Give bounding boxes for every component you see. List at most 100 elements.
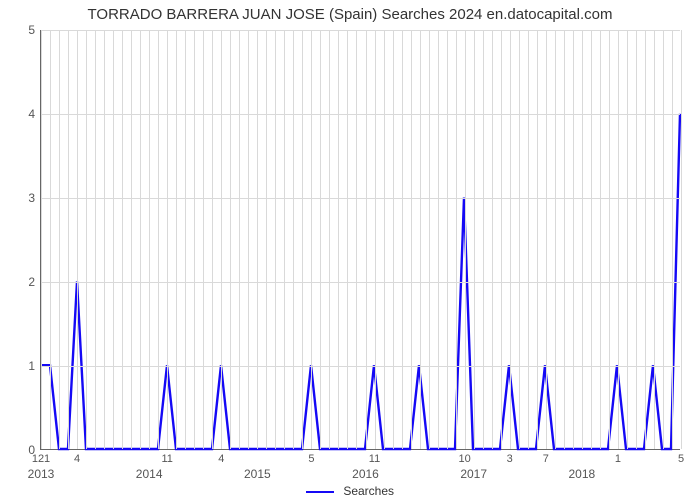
gridline-v — [429, 30, 430, 449]
gridline-v — [140, 30, 141, 449]
gridline-v — [158, 30, 159, 449]
gridline-v — [420, 30, 421, 449]
x-year-label: 2017 — [460, 467, 487, 481]
gridline-v — [122, 30, 123, 449]
gridline-v — [284, 30, 285, 449]
legend-label: Searches — [343, 484, 394, 498]
x-year-label: 2016 — [352, 467, 379, 481]
gridline-v — [375, 30, 376, 449]
gridline-v — [212, 30, 213, 449]
gridline-v — [366, 30, 367, 449]
gridline-v — [185, 30, 186, 449]
gridline-v — [645, 30, 646, 449]
gridline-v — [402, 30, 403, 449]
gridline-v — [618, 30, 619, 449]
x-value-label: 11 — [369, 453, 380, 465]
x-value-label: 3 — [507, 453, 513, 465]
gridline-v — [411, 30, 412, 449]
gridline-v — [654, 30, 655, 449]
gridline-v — [203, 30, 204, 449]
y-tick-label: 1 — [28, 359, 35, 373]
x-value-label: 4 — [218, 453, 224, 465]
gridline-v — [573, 30, 574, 449]
gridline-v — [672, 30, 673, 449]
gridline-v — [636, 30, 637, 449]
gridline-v — [465, 30, 466, 449]
gridline-v — [609, 30, 610, 449]
gridline-v — [663, 30, 664, 449]
gridline-v — [384, 30, 385, 449]
gridline-v — [248, 30, 249, 449]
gridline-v — [266, 30, 267, 449]
gridline-v — [393, 30, 394, 449]
gridline-v — [239, 30, 240, 449]
gridline-v — [59, 30, 60, 449]
gridline-h — [41, 282, 680, 283]
gridline-v — [627, 30, 628, 449]
gridline-v — [537, 30, 538, 449]
y-tick-label: 5 — [28, 23, 35, 37]
x-value-label: 7 — [543, 453, 549, 465]
chart-title: TORRADO BARRERA JUAN JOSE (Spain) Search… — [0, 6, 700, 23]
gridline-v — [104, 30, 105, 449]
x-value-label: 5 — [678, 453, 684, 465]
gridline-v — [221, 30, 222, 449]
gridline-v — [447, 30, 448, 449]
gridline-v — [528, 30, 529, 449]
x-value-label: 10 — [459, 453, 471, 465]
plot-area: 0123452013201420152016201720181214114511… — [40, 30, 680, 450]
x-value-label: 1 — [615, 453, 621, 465]
y-tick-label: 2 — [28, 275, 35, 289]
gridline-v — [68, 30, 69, 449]
gridline-v — [546, 30, 547, 449]
gridline-v — [329, 30, 330, 449]
gridline-v — [338, 30, 339, 449]
gridline-v — [176, 30, 177, 449]
gridline-v — [131, 30, 132, 449]
gridline-v — [149, 30, 150, 449]
gridline-h — [41, 114, 680, 115]
gridline-v — [113, 30, 114, 449]
y-tick-label: 4 — [28, 107, 35, 121]
x-year-label: 2013 — [28, 467, 55, 481]
gridline-h — [41, 30, 680, 31]
gridline-h — [41, 198, 680, 199]
gridline-v — [167, 30, 168, 449]
x-value-label: 4 — [74, 453, 80, 465]
gridline-v — [95, 30, 96, 449]
x-year-label: 2018 — [568, 467, 595, 481]
gridline-v — [492, 30, 493, 449]
gridline-v — [311, 30, 312, 449]
gridline-v — [681, 30, 682, 449]
gridline-v — [519, 30, 520, 449]
gridline-v — [77, 30, 78, 449]
gridline-v — [347, 30, 348, 449]
gridline-v — [302, 30, 303, 449]
gridline-v — [230, 30, 231, 449]
gridline-v — [555, 30, 556, 449]
gridline-v — [320, 30, 321, 449]
gridline-v — [86, 30, 87, 449]
chart-container: TORRADO BARRERA JUAN JOSE (Spain) Search… — [0, 0, 700, 500]
x-year-label: 2014 — [136, 467, 163, 481]
y-tick-label: 3 — [28, 191, 35, 205]
gridline-v — [41, 30, 42, 449]
gridline-h — [41, 366, 680, 367]
x-value-label: 5 — [308, 453, 314, 465]
x-value-label: 11 — [161, 453, 172, 465]
x-year-label: 2015 — [244, 467, 271, 481]
gridline-v — [591, 30, 592, 449]
legend-swatch — [306, 491, 334, 493]
gridline-v — [474, 30, 475, 449]
gridline-v — [50, 30, 51, 449]
gridline-v — [501, 30, 502, 449]
gridline-v — [483, 30, 484, 449]
gridline-v — [356, 30, 357, 449]
gridline-v — [510, 30, 511, 449]
gridline-v — [456, 30, 457, 449]
gridline-v — [564, 30, 565, 449]
gridline-v — [293, 30, 294, 449]
gridline-v — [438, 30, 439, 449]
legend: Searches — [0, 484, 700, 498]
gridline-v — [275, 30, 276, 449]
